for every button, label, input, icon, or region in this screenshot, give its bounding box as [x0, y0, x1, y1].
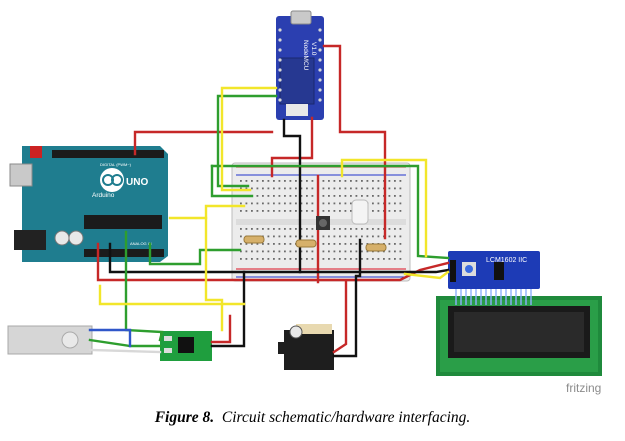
servo-motor	[278, 324, 334, 370]
lcd-display	[436, 289, 602, 376]
green-wire	[210, 164, 254, 198]
arduino-model-label: UNO	[126, 177, 148, 188]
wire-set	[88, 44, 450, 358]
yellow-wire	[204, 216, 224, 332]
nodemcu-version-label: V1.0	[310, 42, 317, 56]
yellow-wire	[403, 270, 450, 280]
figure-caption-text: Circuit schematic/hardware interfacing.	[221, 409, 471, 426]
green-wire	[88, 338, 162, 348]
green-wire	[148, 242, 242, 266]
red-wire	[133, 130, 274, 156]
hx711-amplifier	[160, 331, 212, 361]
led	[351, 199, 369, 225]
yellow-wire	[168, 204, 246, 220]
green-wire	[216, 94, 278, 188]
push-button	[316, 216, 330, 230]
black-wire	[108, 242, 450, 274]
yellow-wire	[98, 284, 246, 306]
figure-caption-label: Figure 8.	[154, 409, 215, 426]
blue-wire	[88, 328, 132, 348]
yellow-wire	[340, 158, 428, 258]
yellow-wire	[220, 86, 278, 192]
green-wire	[210, 164, 450, 260]
white-wire	[88, 348, 162, 354]
red-wire	[210, 314, 232, 344]
red-wire	[322, 44, 387, 240]
figure-caption: Figure 8. Circuit schematic/hardware int…	[0, 409, 625, 427]
arduino-uno-board: Arduino UNO DIGITAL (PWM~) ANALOG IN	[9, 146, 168, 262]
load-cell	[7, 325, 93, 355]
nodemcu-brand-label: NodeMCU	[302, 40, 309, 71]
arduino-digital-label: DIGITAL (PWM~)	[100, 162, 132, 167]
red-wire	[332, 280, 348, 354]
black-wire	[332, 238, 362, 358]
black-wire	[210, 270, 246, 348]
resistors	[243, 235, 387, 252]
red-wire	[96, 242, 450, 282]
nodemcu-board: NodeMCU V1.0	[276, 10, 324, 120]
i2c-module-label: LCM1602 IIC	[486, 257, 527, 264]
green-wire	[124, 230, 164, 342]
arduino-brand-label: Arduino	[92, 192, 115, 199]
fritzing-watermark: fritzing	[566, 381, 602, 395]
i2c-module: LCM1602 IIC	[448, 251, 540, 289]
arduino-analog-label: ANALOG IN	[130, 241, 152, 246]
black-wire	[282, 118, 302, 274]
